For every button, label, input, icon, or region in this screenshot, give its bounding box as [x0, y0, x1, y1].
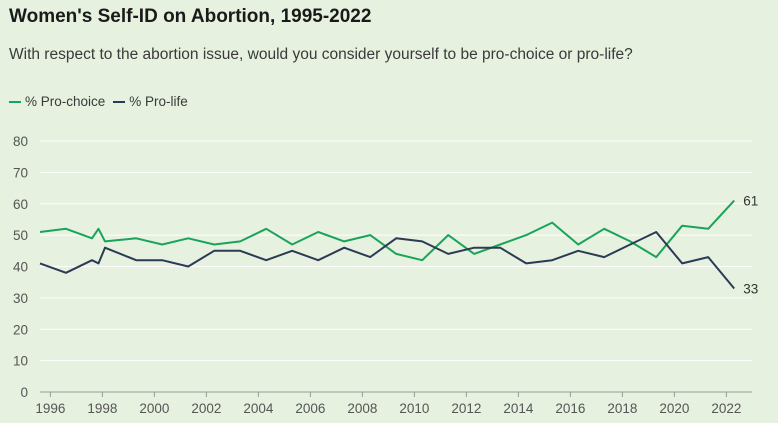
x-tick-label-2010: 2010 — [399, 401, 429, 416]
chart-legend: % Pro-choice % Pro-life — [9, 94, 196, 109]
y-tick-label-40: 40 — [13, 260, 28, 275]
end-label-pro-life: 33 — [743, 281, 758, 296]
series-line-pro-choice — [39, 199, 735, 262]
end-labels: 61 33 — [743, 194, 758, 297]
series-line-pro-life — [39, 231, 735, 290]
x-tick-label-1996: 1996 — [35, 401, 65, 416]
y-tick-label-50: 50 — [13, 228, 28, 243]
legend-label-pro-life: % Pro-life — [129, 94, 188, 109]
x-tick-label-2006: 2006 — [295, 401, 325, 416]
x-tick-label-2000: 2000 — [139, 401, 169, 416]
chart-title: Women's Self-ID on Abortion, 1995-2022 — [9, 6, 372, 27]
x-tick-label-2020: 2020 — [659, 401, 689, 416]
y-tick-label-70: 70 — [13, 165, 28, 180]
x-tick-label-2004: 2004 — [243, 401, 274, 416]
x-axis: 1996 1998 2000 2002 2004 2006 2008 2010 2012 2014… — [35, 392, 741, 416]
legend-swatch-pro-choice — [9, 100, 21, 103]
x-tick-label-1998: 1998 — [87, 401, 117, 416]
x-tick-label-2012: 2012 — [451, 401, 481, 416]
y-axis: 0 10 20 30 40 50 60 70 80 — [13, 134, 28, 400]
x-tick-label-2014: 2014 — [503, 401, 534, 416]
y-tick-label-60: 60 — [13, 197, 28, 212]
y-tick-label-30: 30 — [13, 291, 28, 306]
x-tick-label-2022: 2022 — [711, 401, 741, 416]
y-tick-label-10: 10 — [13, 354, 28, 369]
y-tick-label-20: 20 — [13, 322, 28, 337]
end-label-pro-choice: 61 — [743, 194, 758, 209]
y-tick-label-0: 0 — [20, 385, 28, 400]
grid-lines — [40, 140, 752, 393]
x-tick-label-2016: 2016 — [555, 401, 585, 416]
legend-item-pro-life: % Pro-life — [113, 94, 188, 109]
x-tick-label-2002: 2002 — [191, 401, 221, 416]
y-tick-label-80: 80 — [13, 134, 28, 149]
x-tick-label-2008: 2008 — [347, 401, 377, 416]
legend-label-pro-choice: % Pro-choice — [25, 94, 106, 109]
legend-item-pro-choice: % Pro-choice — [9, 94, 105, 109]
x-tick-label-2018: 2018 — [607, 401, 637, 416]
legend-swatch-pro-life — [113, 100, 126, 103]
series-lines — [39, 199, 735, 290]
chart-subtitle: With respect to the abortion issue, woul… — [9, 46, 633, 63]
